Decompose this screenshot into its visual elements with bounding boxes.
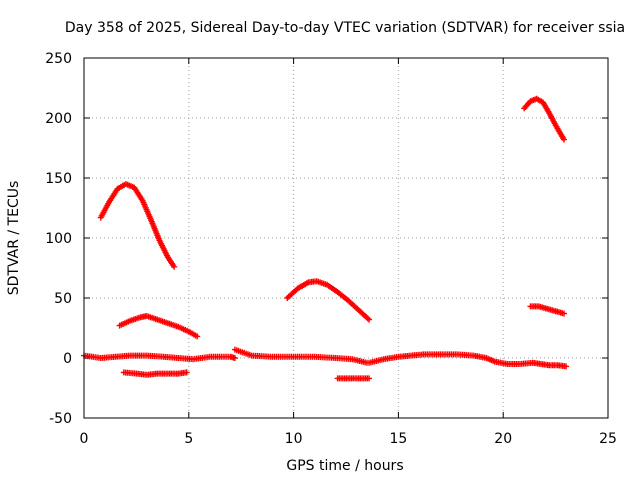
series-arc-8 xyxy=(366,351,498,366)
series-arc-5 xyxy=(231,346,370,366)
series-arc-11 xyxy=(527,303,567,317)
data-point xyxy=(231,355,238,361)
data-points xyxy=(81,95,570,382)
axis-ticks: 0 5 10 15 20 25 -50 0 50 100 150 200 250 xyxy=(45,51,617,447)
data-point xyxy=(366,375,373,382)
series-arc-4 xyxy=(120,369,190,378)
chart-title: Day 358 of 2025, Sidereal Day-to-day VTE… xyxy=(65,20,625,36)
y-tick-label: 50 xyxy=(54,291,72,307)
data-point xyxy=(560,310,567,317)
series-arc-3 xyxy=(81,352,238,363)
y-tick-label: 150 xyxy=(45,171,72,187)
series-arc-7 xyxy=(334,375,373,382)
data-point xyxy=(171,263,178,270)
series-arc-9 xyxy=(491,358,570,370)
y-axis-label: SDTVAR / TECUs xyxy=(6,181,22,296)
x-tick-label: 5 xyxy=(184,431,193,447)
data-point xyxy=(183,369,190,376)
x-tick-label: 20 xyxy=(494,431,512,447)
y-tick-label: 200 xyxy=(45,111,72,127)
y-tick-label: 100 xyxy=(45,231,72,247)
data-point xyxy=(366,316,373,323)
data-point xyxy=(560,136,567,143)
x-tick-label: 25 xyxy=(599,431,617,447)
x-tick-label: 0 xyxy=(80,431,89,447)
data-point xyxy=(563,363,570,370)
y-tick-label: 0 xyxy=(63,351,72,367)
series-arc-10 xyxy=(521,95,567,143)
x-axis-label: GPS time / hours xyxy=(286,458,403,474)
y-tick-label: -50 xyxy=(49,411,72,427)
series-arc-6 xyxy=(284,278,373,323)
series-arc-1 xyxy=(97,181,178,270)
x-tick-label: 10 xyxy=(285,431,303,447)
series-arc-2 xyxy=(116,313,201,340)
data-point xyxy=(194,333,201,340)
x-tick-label: 15 xyxy=(389,431,407,447)
grid-lines xyxy=(84,58,608,418)
y-tick-label: 250 xyxy=(45,51,72,67)
plot-frame xyxy=(83,57,609,419)
